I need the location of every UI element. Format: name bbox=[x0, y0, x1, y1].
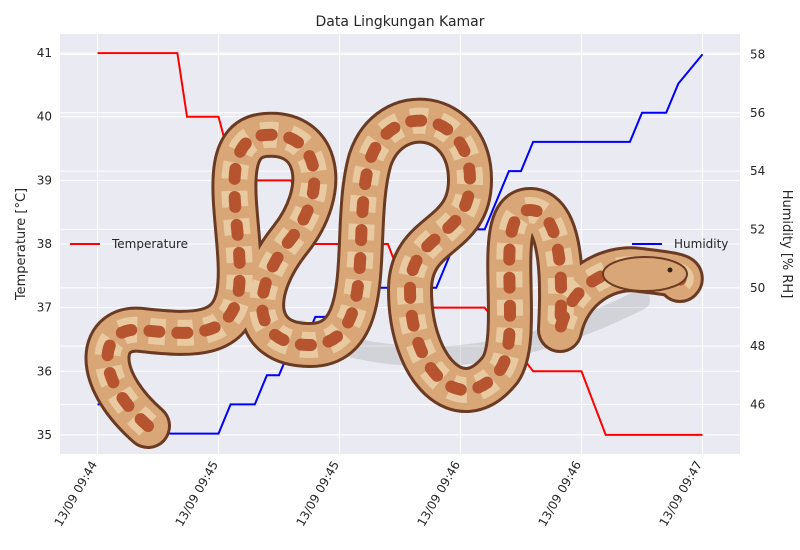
y-right-tick-label: 46 bbox=[750, 397, 765, 411]
series-line-temperature bbox=[97, 52, 703, 436]
snake-image bbox=[84, 97, 704, 449]
y-left-tick-label: 37 bbox=[37, 301, 52, 315]
y-left-tick-label: 36 bbox=[37, 364, 52, 378]
y-left-tick-label: 38 bbox=[37, 237, 52, 251]
y-axis-left-label: Temperature [°C] bbox=[14, 188, 29, 301]
y-left-tick-label: 40 bbox=[37, 110, 52, 124]
y-left-tick-label: 39 bbox=[37, 173, 52, 187]
y-right-tick-label: 50 bbox=[750, 281, 765, 295]
snake-head bbox=[602, 256, 688, 292]
y-right-tick-label: 56 bbox=[750, 106, 765, 120]
snake-eye bbox=[667, 267, 673, 273]
y-right-tick-label: 58 bbox=[750, 47, 765, 61]
legend-label-humidity: Humidity bbox=[674, 237, 728, 251]
snake-blotch-pattern bbox=[101, 114, 687, 432]
y-left-tick-label: 41 bbox=[37, 46, 52, 60]
legends: Temperature Humidity bbox=[70, 237, 728, 251]
y-right-tick-label: 48 bbox=[750, 339, 765, 353]
y-right-tick-label: 52 bbox=[750, 222, 765, 236]
y-axis-right-label: Humidity [% RH] bbox=[779, 190, 794, 299]
legend-label-temperature: Temperature bbox=[111, 237, 188, 251]
y-right-tick-label: 54 bbox=[750, 164, 765, 178]
y-left-tick-label: 35 bbox=[37, 428, 52, 442]
chart-title: Data Lingkungan Kamar bbox=[315, 14, 484, 30]
